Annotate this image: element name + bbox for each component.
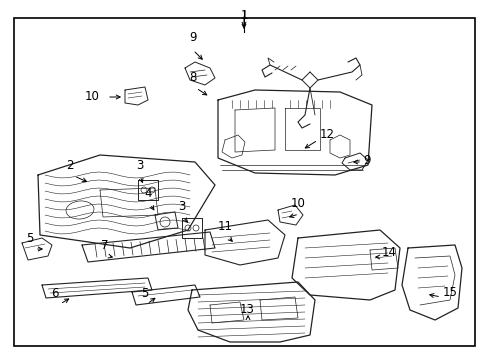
Text: 14: 14 — [381, 247, 396, 260]
Text: 10: 10 — [85, 90, 100, 104]
Text: 1: 1 — [240, 9, 247, 22]
Text: 5: 5 — [26, 232, 34, 245]
Text: 5: 5 — [141, 287, 148, 300]
Text: 15: 15 — [442, 287, 457, 300]
Text: 9: 9 — [189, 31, 196, 44]
Text: 3: 3 — [178, 200, 185, 213]
Text: 10: 10 — [290, 197, 305, 210]
Text: 13: 13 — [239, 303, 254, 316]
Text: 6: 6 — [51, 287, 59, 300]
Text: 4: 4 — [144, 187, 151, 200]
Text: 3: 3 — [136, 159, 143, 172]
Text: 7: 7 — [101, 239, 108, 252]
Text: 2: 2 — [66, 159, 74, 172]
Text: 12: 12 — [319, 129, 334, 141]
Text: 8: 8 — [189, 71, 196, 84]
Text: 9: 9 — [362, 153, 370, 166]
Text: 11: 11 — [217, 220, 232, 233]
